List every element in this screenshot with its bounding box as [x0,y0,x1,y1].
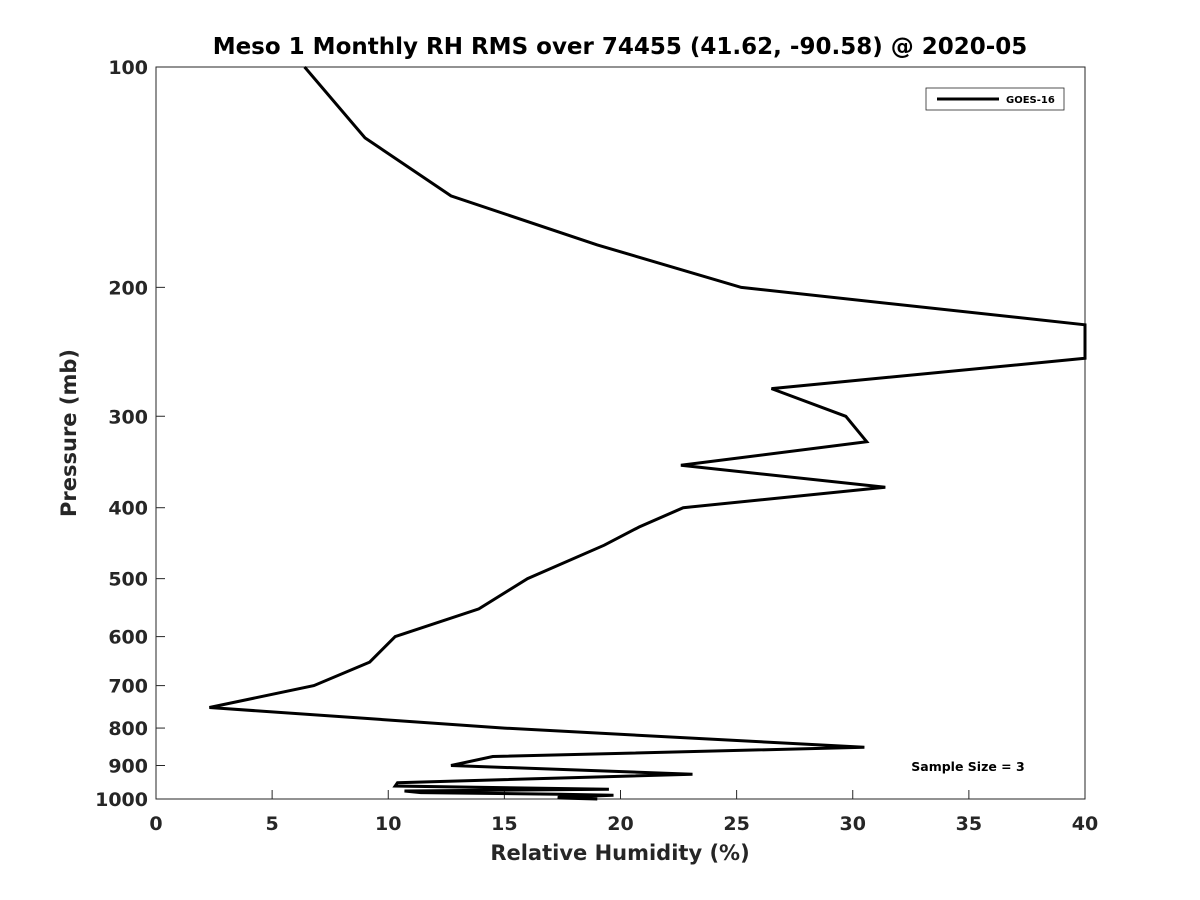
y-tick-label: 400 [108,498,148,520]
chart-title: Meso 1 Monthly RH RMS over 74455 (41.62,… [213,34,1028,60]
y-tick-label: 700 [108,676,148,698]
y-tick-label: 200 [108,277,148,299]
y-axis-label: Pressure (mb) [57,349,81,517]
x-tick-label: 0 [149,813,162,835]
y-tick-label: 600 [108,627,148,649]
y-tick-label: 1000 [95,789,148,811]
x-tick-label: 10 [375,813,401,835]
x-tick-label: 15 [491,813,517,835]
y-tick-label: 900 [108,756,148,778]
y-tick-label: 300 [108,406,148,428]
legend: GOES-16 [925,87,1065,111]
x-tick-label: 5 [266,813,279,835]
sample-size-annotation: Sample Size = 3 [911,759,1024,774]
x-axis-ticks: 0 5 10 15 20 25 30 35 40 [149,790,1098,835]
series-line-goes-16 [209,66,1087,801]
plot-area [209,66,1087,801]
x-tick-label: 30 [840,813,866,835]
y-tick-label: 500 [108,569,148,591]
x-tick-label: 20 [607,813,633,835]
x-axis-label: Relative Humidity (%) [490,841,749,865]
x-tick-label: 25 [723,813,749,835]
legend-label-goes-16: GOES-16 [1006,95,1055,106]
y-tick-label: 800 [108,718,148,740]
x-tick-label: 40 [1072,813,1098,835]
y-tick-label: 100 [108,57,148,79]
y-axis-ticks: 100 200 300 400 500 600 700 800 900 1000 [95,57,165,811]
x-tick-label: 35 [956,813,982,835]
